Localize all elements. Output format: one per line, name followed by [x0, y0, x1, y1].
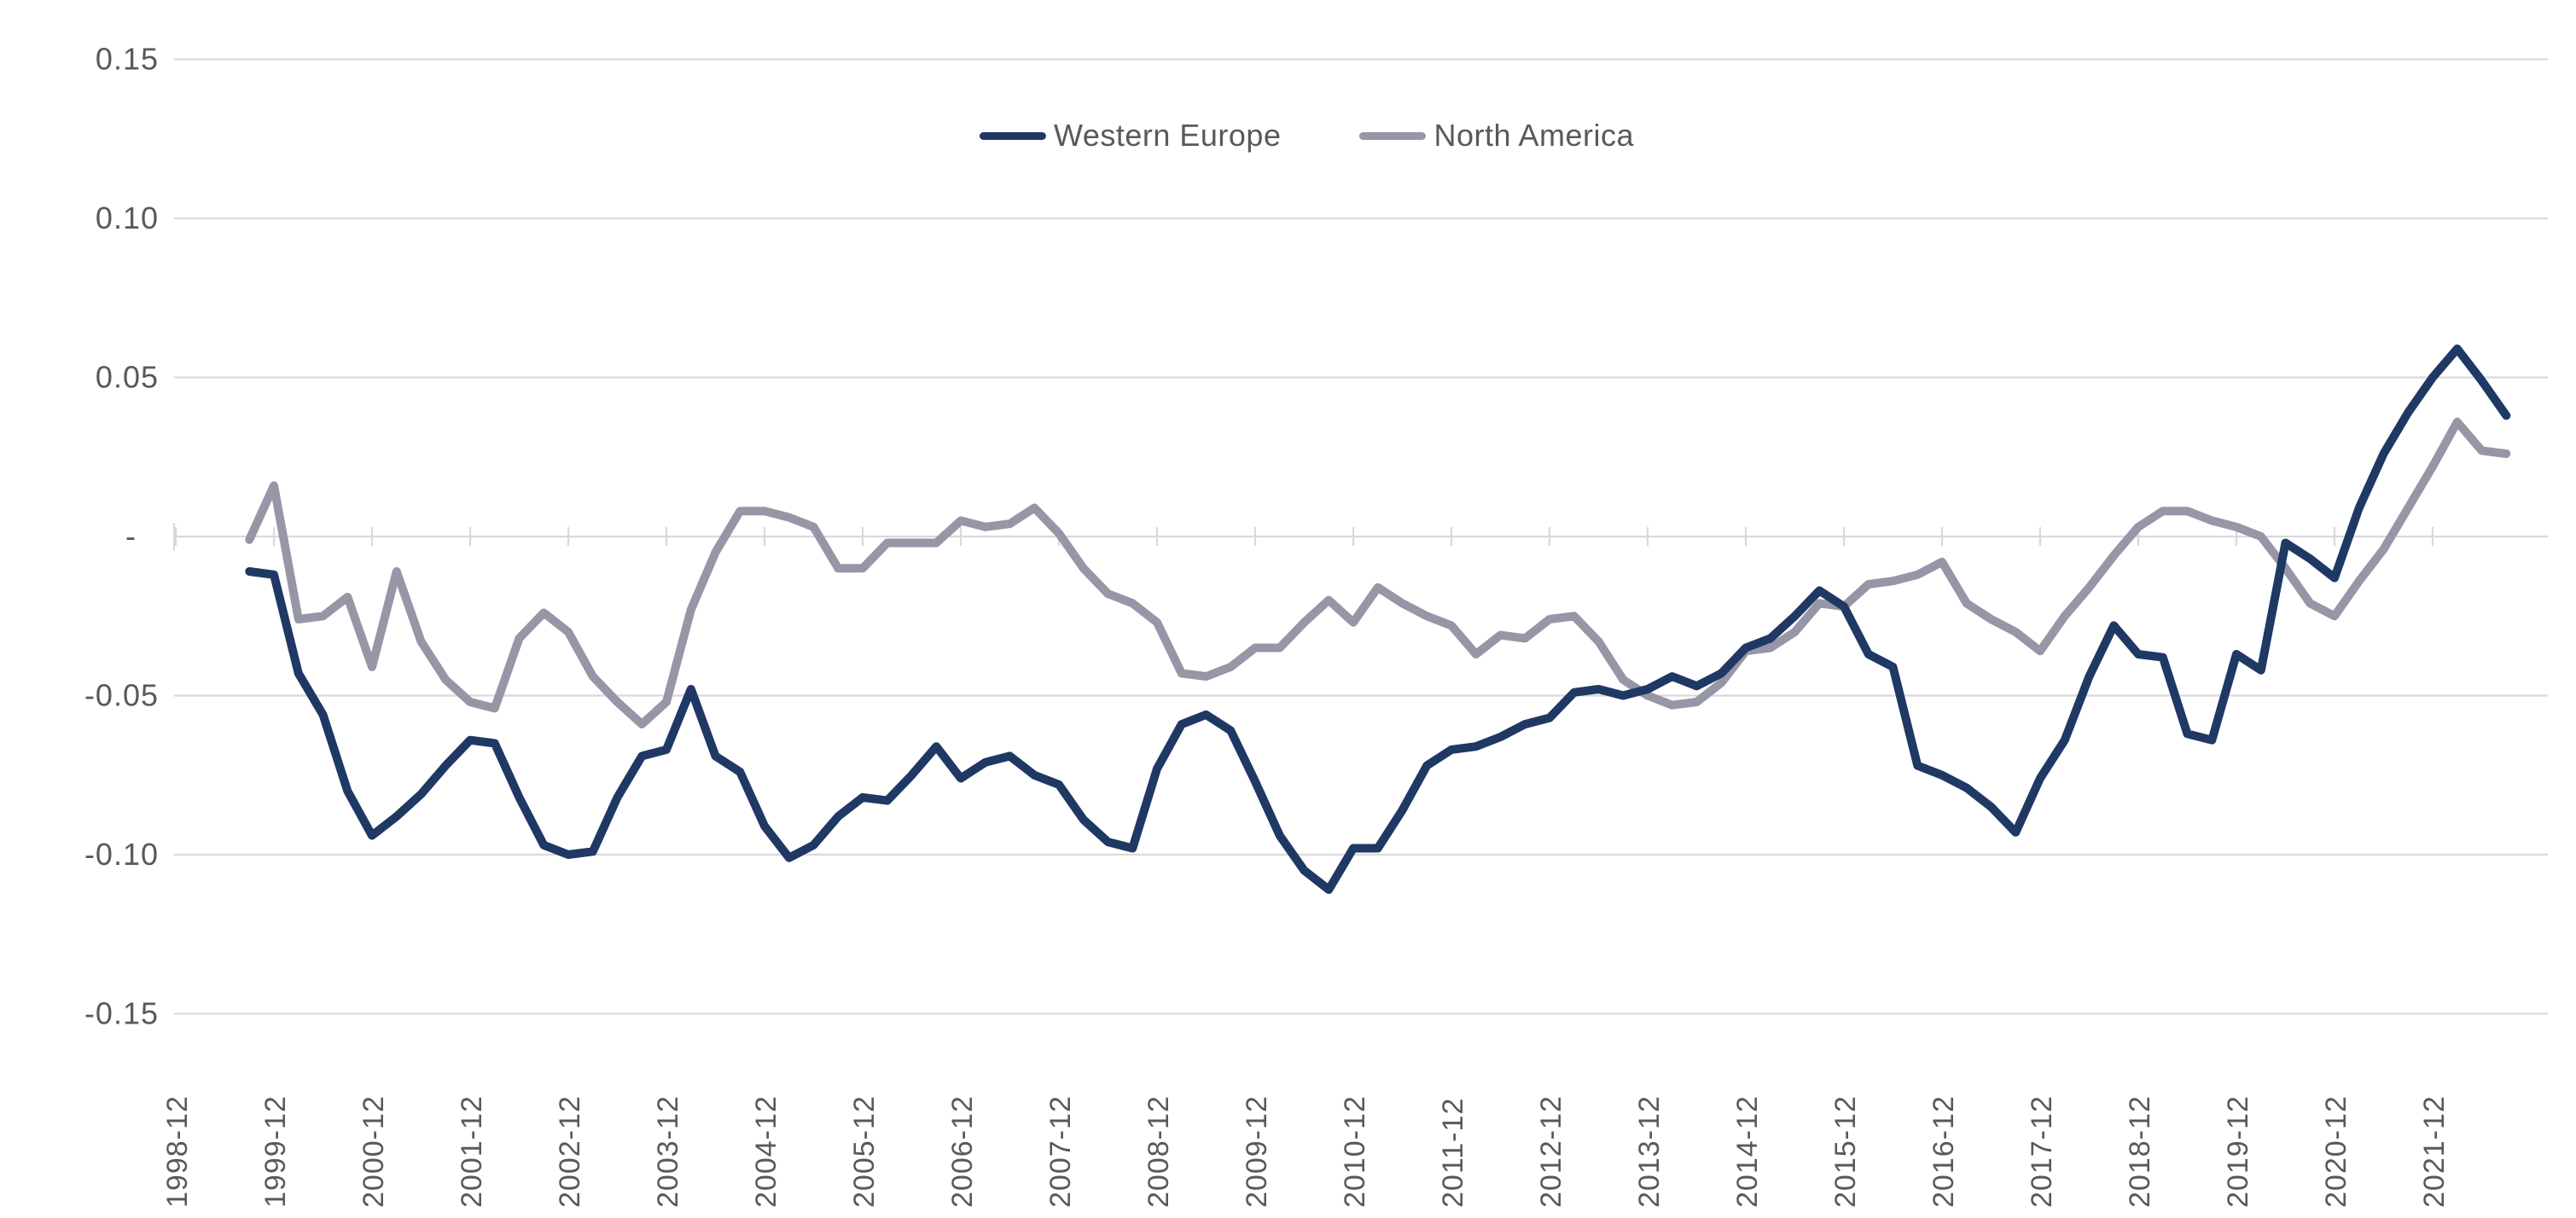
x-axis-label: 1998-12: [161, 1095, 194, 1208]
legend-swatch-western-europe-icon: [980, 131, 1046, 140]
x-axis-label: 1999-12: [259, 1095, 292, 1208]
x-axis-label: 2003-12: [652, 1095, 684, 1208]
legend-item-north-america: North America: [1359, 118, 1634, 154]
y-axis-label: -: [125, 519, 137, 554]
series-lines: [245, 344, 2511, 894]
x-axis-label: 2006-12: [946, 1095, 979, 1208]
legend: Western Europe North America: [980, 118, 1634, 154]
legend-label-north-america: North America: [1433, 118, 1635, 153]
gridlines: [174, 58, 2548, 1015]
x-axis-label: 2014-12: [1731, 1095, 1764, 1208]
x-axis-label: 2015-12: [1829, 1095, 1862, 1208]
y-axis-label: 0.05: [96, 360, 159, 395]
x-axis-label: 2005-12: [848, 1095, 881, 1208]
y-axis-labels: 0.15 0.10 0.05 - -0.05 -0.10 -0.15: [84, 42, 159, 1031]
y-axis-label: 0.10: [96, 200, 159, 235]
y-axis-label: -0.10: [84, 837, 159, 872]
series-line-north-america: [245, 417, 2511, 729]
x-axis-label: 2010-12: [1339, 1095, 1371, 1208]
legend-item-western-europe: Western Europe: [980, 118, 1281, 154]
x-axis-label: 2004-12: [750, 1095, 782, 1208]
x-axis-label: 2021-12: [2418, 1095, 2451, 1208]
x-axis-label: 2016-12: [1928, 1095, 1960, 1208]
y-axis-label: -0.05: [84, 678, 159, 713]
legend-swatch-north-america-icon: [1359, 131, 1427, 140]
x-axis-label: 2000-12: [358, 1095, 390, 1208]
x-axis-labels: 1998-12 1999-12 2000-12 2001-12 2002-12 2003-…: [161, 1095, 2451, 1208]
legend-label-western-europe: Western Europe: [1054, 118, 1282, 153]
x-axis-label: 2019-12: [2222, 1095, 2254, 1208]
x-axis-label: 2013-12: [1633, 1095, 1666, 1208]
x-axis-label: 2007-12: [1044, 1095, 1077, 1208]
x-axis-label: 2009-12: [1241, 1095, 1273, 1208]
x-axis-label: 2018-12: [2124, 1095, 2156, 1208]
series-line-western-europe: [245, 344, 2511, 894]
x-axis-label: 2020-12: [2320, 1095, 2352, 1208]
x-axis-label: 2017-12: [2026, 1095, 2058, 1208]
y-axis-label: -0.15: [84, 996, 159, 1031]
x-axis-label: 2011-12: [1437, 1098, 1469, 1208]
x-axis-label: 2008-12: [1143, 1095, 1175, 1208]
x-axis-label: 2012-12: [1535, 1095, 1567, 1208]
x-axis-label: 2001-12: [456, 1095, 488, 1208]
x-axis-label: 2002-12: [554, 1095, 586, 1208]
y-axis-label: 0.15: [96, 42, 159, 77]
